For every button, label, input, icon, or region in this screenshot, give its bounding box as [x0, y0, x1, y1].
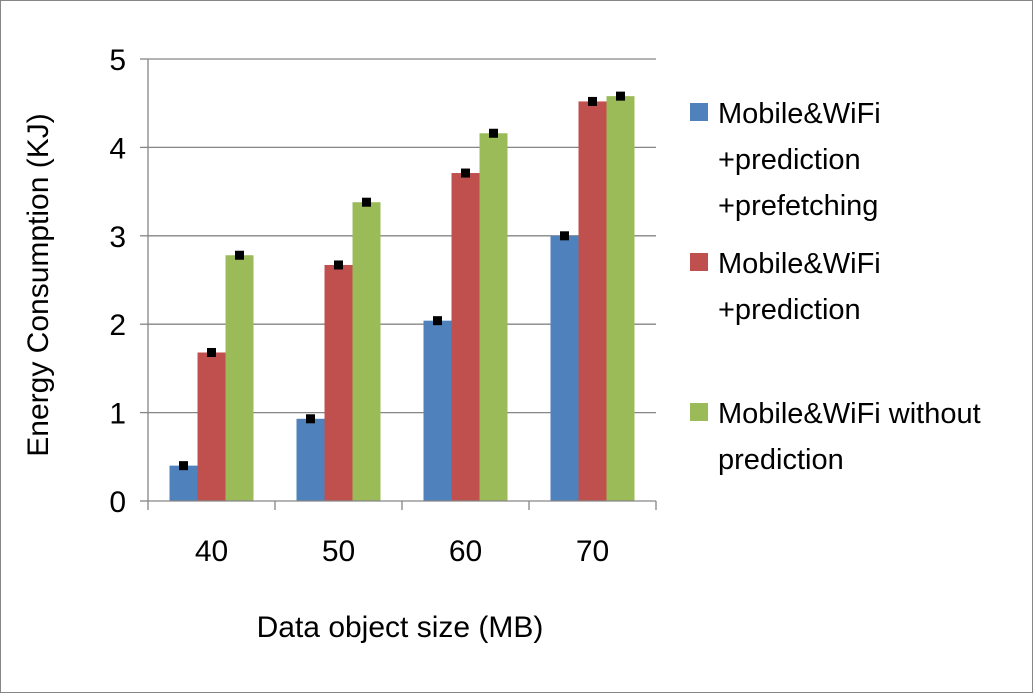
legend-label: Mobile&WiFi without	[718, 398, 981, 430]
error-marker	[461, 168, 470, 178]
legend: Mobile&WiFi +prediction +prefetching Mobile…	[690, 98, 981, 476]
y-tick-label: 0	[109, 486, 126, 519]
legend-label: +prediction	[718, 294, 861, 326]
bar	[550, 235, 579, 502]
bar	[606, 96, 635, 502]
legend-label: Mobile&WiFi	[718, 248, 881, 280]
legend-swatch	[690, 403, 708, 421]
legend-label: prediction	[718, 444, 844, 476]
error-marker	[616, 91, 625, 101]
legend-label: Mobile&WiFi	[718, 98, 881, 130]
y-tick-labels: 0 1 2 3 4 5	[109, 44, 126, 519]
error-marker	[433, 316, 442, 326]
error-bars	[179, 91, 625, 471]
bar	[169, 465, 198, 501]
legend-swatch	[690, 103, 708, 121]
error-marker	[362, 197, 371, 207]
x-axis-title: Data object size (MB)	[257, 611, 544, 644]
x-tick-label: 60	[449, 535, 482, 568]
x-tick-label: 50	[322, 535, 355, 568]
y-tick-label: 4	[109, 132, 126, 165]
legend-swatch	[690, 253, 708, 271]
bar	[423, 320, 452, 501]
bar	[578, 101, 607, 501]
bar	[352, 202, 381, 501]
legend-label: +prefetching	[718, 190, 878, 222]
y-tick-label: 3	[109, 221, 126, 254]
error-marker	[235, 250, 244, 260]
error-marker	[489, 128, 498, 138]
x-tick-labels: 40 50 60 70	[195, 535, 609, 568]
legend-label: +prediction	[718, 144, 861, 176]
y-tick-label: 1	[109, 398, 126, 431]
bars	[169, 96, 635, 502]
x-tick-label: 40	[195, 535, 228, 568]
y-tick-label: 5	[109, 44, 126, 77]
bar	[197, 352, 226, 501]
error-marker	[334, 260, 343, 270]
bar	[451, 173, 480, 501]
bar	[479, 133, 508, 502]
x-tick-label: 70	[576, 535, 609, 568]
error-marker	[560, 231, 569, 241]
bar	[296, 418, 325, 501]
bar	[324, 264, 353, 501]
y-axis-title: Energy Consumption (KJ)	[22, 113, 55, 456]
bar	[225, 255, 254, 501]
error-marker	[588, 96, 597, 106]
axes	[140, 58, 657, 510]
error-marker	[306, 414, 315, 424]
error-marker	[179, 461, 188, 471]
y-tick-label: 2	[109, 309, 126, 342]
error-marker	[207, 347, 216, 357]
